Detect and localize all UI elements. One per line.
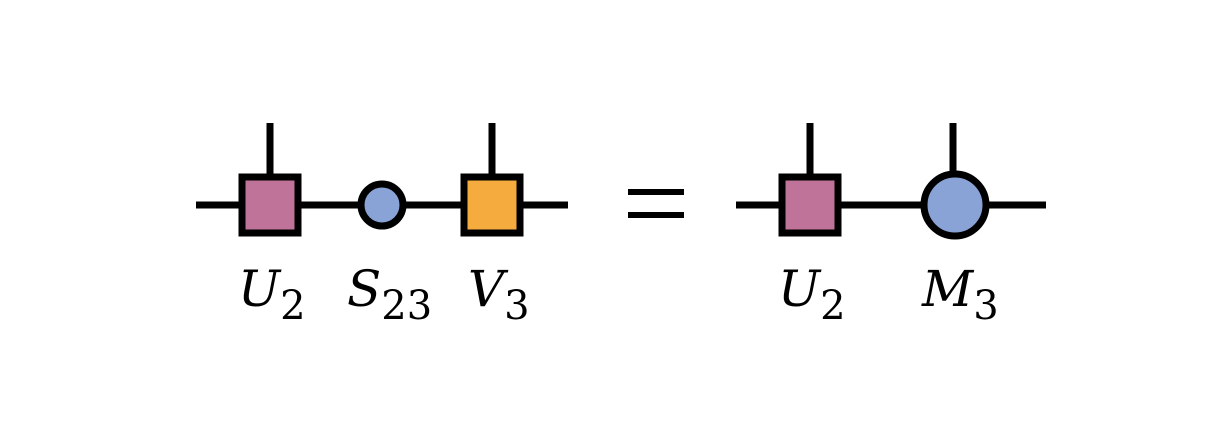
m3-node [920, 170, 990, 240]
u2-right-node [778, 173, 842, 237]
u2-left-label: U2 [238, 260, 306, 329]
right-network [736, 123, 1046, 240]
u2-right-label: U2 [778, 260, 846, 329]
equals-sign [628, 189, 684, 218]
v3-node [460, 173, 524, 237]
u2-left-node [238, 173, 302, 237]
left-network [196, 123, 568, 237]
m3-label: M3 [921, 260, 999, 329]
s23-label: S23 [347, 260, 432, 329]
s23-node [357, 180, 407, 230]
v3-label: V3 [468, 260, 530, 329]
